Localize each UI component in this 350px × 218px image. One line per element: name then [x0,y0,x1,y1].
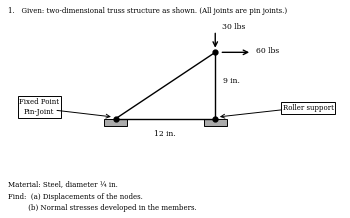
Bar [104,119,127,126]
Text: 30 lbs: 30 lbs [222,23,245,31]
Bar [204,119,227,126]
Text: Material: Steel, diameter ¼ in.: Material: Steel, diameter ¼ in. [8,180,118,188]
Text: 1.   Given: two-dimensional truss structure as shown. (All joints are pin joints: 1. Given: two-dimensional truss structur… [8,7,287,15]
Text: Fixed Point
Pin-Joint: Fixed Point Pin-Joint [19,98,59,116]
Text: Find:  (a) Displacements of the nodes.: Find: (a) Displacements of the nodes. [8,193,142,201]
Text: 9 in.: 9 in. [223,77,240,85]
Text: 12 in.: 12 in. [154,130,176,138]
Text: 60 lbs: 60 lbs [256,47,279,55]
Text: Roller support: Roller support [282,104,334,112]
Text: (b) Normal stresses developed in the members.: (b) Normal stresses developed in the mem… [8,204,196,212]
